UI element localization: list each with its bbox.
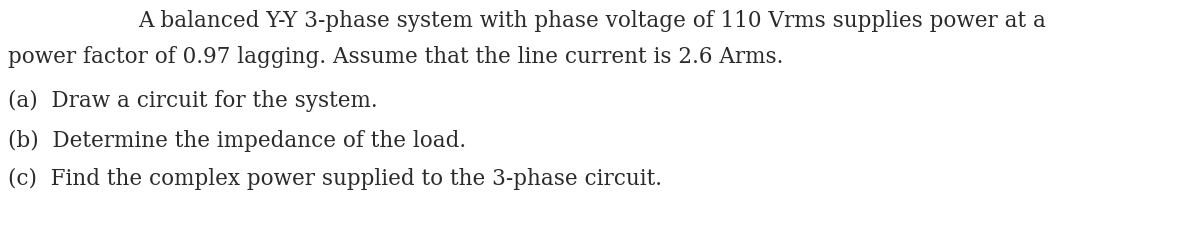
- Text: (b)  Determine the impedance of the load.: (b) Determine the impedance of the load.: [8, 129, 466, 151]
- Text: power factor of 0.97 lagging. Assume that the line current is 2.6 Arms.: power factor of 0.97 lagging. Assume tha…: [8, 46, 784, 68]
- Text: (c)  Find the complex power supplied to the 3-phase circuit.: (c) Find the complex power supplied to t…: [8, 167, 662, 189]
- Text: (a)  Draw a circuit for the system.: (a) Draw a circuit for the system.: [8, 90, 378, 112]
- Text: A balanced Y-Y 3-phase system with phase voltage of 110 Vrms supplies power at a: A balanced Y-Y 3-phase system with phase…: [139, 10, 1045, 32]
